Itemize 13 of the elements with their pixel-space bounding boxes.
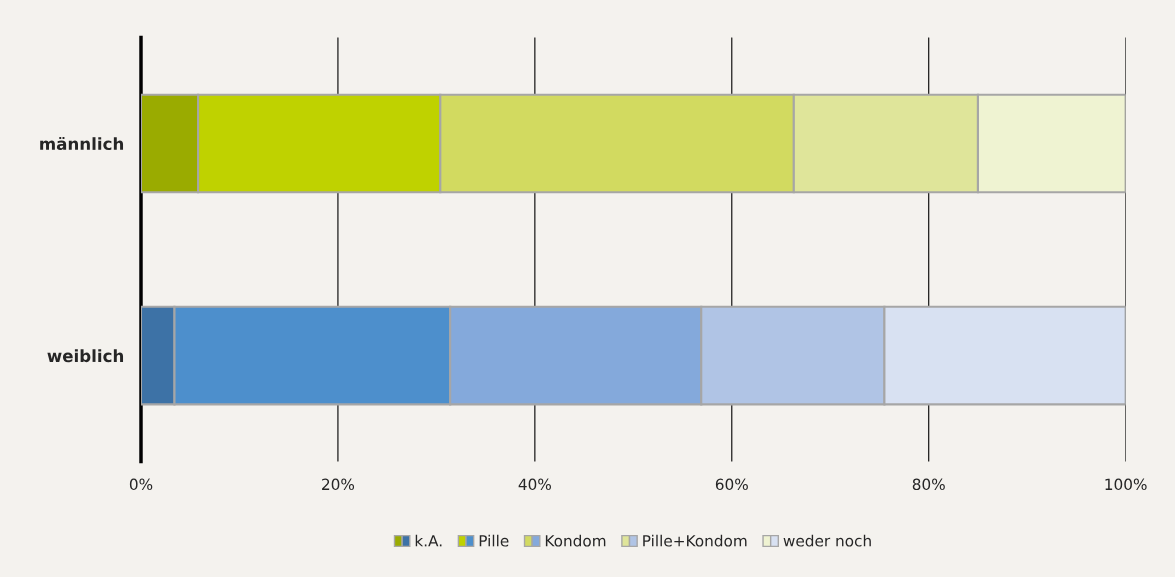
x-tick-label: 100% — [1105, 478, 1147, 491]
x-tick-label: 20% — [322, 478, 355, 491]
x-tick-label: 60% — [715, 478, 748, 491]
x-tick-label: 80% — [912, 478, 945, 491]
x-tick-label: 40% — [518, 478, 551, 491]
x-tick-label: 0% — [129, 478, 153, 491]
legend-label: Pille — [479, 534, 509, 547]
y-tick-label: männlich — [40, 136, 124, 151]
legend-label: weder noch — [783, 534, 871, 547]
legend-label: k.A. — [415, 534, 442, 547]
legend-label: Pille+Kondom — [643, 534, 747, 547]
legend-label: Kondom — [545, 534, 606, 547]
y-tick-label: weiblich — [47, 349, 124, 363]
